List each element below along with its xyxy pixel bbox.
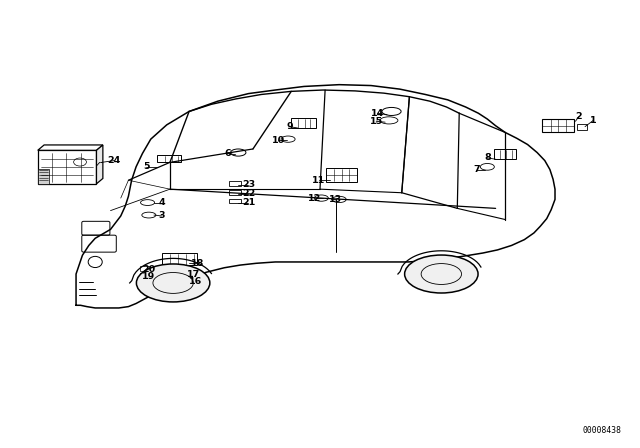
Text: 8: 8 [484, 153, 491, 163]
Text: 14: 14 [371, 109, 384, 118]
Ellipse shape [332, 196, 346, 202]
Polygon shape [38, 145, 103, 151]
Text: 4: 4 [158, 198, 165, 207]
Text: 20: 20 [142, 265, 156, 274]
Text: 15: 15 [370, 117, 383, 126]
Bar [229, 199, 241, 203]
Text: 10: 10 [272, 136, 285, 145]
Ellipse shape [382, 108, 401, 116]
Bar [291, 118, 316, 128]
Text: 9: 9 [286, 122, 292, 131]
Bar [164, 268, 196, 282]
Ellipse shape [281, 136, 295, 142]
Bar [157, 155, 181, 162]
Bar [140, 267, 150, 271]
Text: 24: 24 [108, 156, 121, 165]
Bar [577, 124, 587, 130]
Text: 00008438: 00008438 [582, 426, 621, 435]
Text: 12: 12 [308, 194, 321, 202]
Bar [162, 254, 196, 265]
Bar [229, 190, 241, 194]
Bar [38, 169, 49, 184]
Ellipse shape [141, 200, 155, 206]
Text: 19: 19 [142, 272, 156, 281]
Text: 3: 3 [158, 211, 165, 220]
Ellipse shape [142, 212, 156, 218]
Ellipse shape [136, 264, 210, 302]
Text: 2: 2 [575, 112, 582, 121]
Bar [229, 181, 241, 185]
Bar [326, 168, 357, 181]
Ellipse shape [314, 195, 328, 201]
Bar [38, 151, 97, 184]
Bar [542, 119, 574, 133]
Text: 17: 17 [187, 270, 200, 279]
Text: 5: 5 [143, 162, 150, 171]
Polygon shape [97, 145, 103, 184]
Text: 7: 7 [473, 165, 480, 174]
Text: 22: 22 [242, 189, 255, 198]
Text: 18: 18 [191, 259, 204, 268]
Ellipse shape [380, 117, 398, 124]
Text: 13: 13 [330, 195, 342, 204]
Ellipse shape [230, 149, 246, 156]
Text: 1: 1 [590, 116, 596, 125]
Text: 21: 21 [242, 198, 255, 207]
Text: 11: 11 [312, 176, 325, 185]
Ellipse shape [404, 255, 478, 293]
Bar [493, 150, 516, 159]
Text: 23: 23 [242, 180, 255, 189]
Ellipse shape [480, 164, 494, 170]
Text: 6: 6 [224, 149, 230, 158]
Bar [140, 273, 150, 278]
Text: 16: 16 [189, 277, 202, 286]
